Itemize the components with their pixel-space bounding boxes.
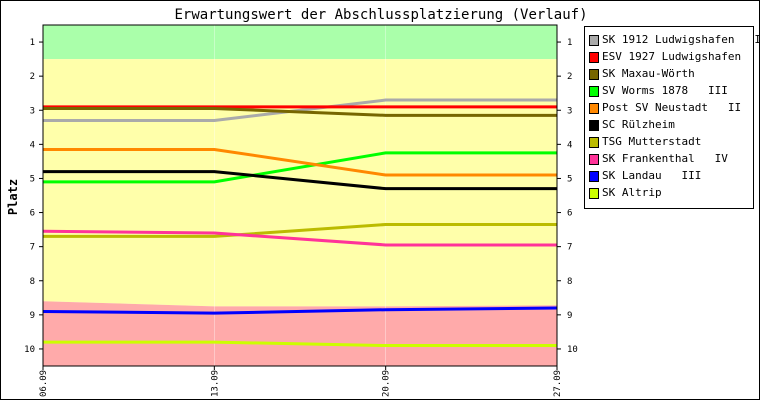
x-tick-label: 27.09 xyxy=(553,370,563,397)
legend-label: SK Altrip xyxy=(602,186,662,199)
legend-label: SK Landau III xyxy=(602,169,702,182)
y-tick-label-right: 10 xyxy=(567,345,578,355)
legend-item: TSG Mutterstadt xyxy=(589,134,701,150)
series-line-4 xyxy=(43,151,557,184)
legend-item: ESV 1927 Ludwigshafen xyxy=(589,49,741,65)
y-tick-label-left: 1 xyxy=(30,38,35,48)
y-tick-label-left: 5 xyxy=(30,174,35,184)
plot-border xyxy=(42,24,558,367)
y-tick-label-left: 4 xyxy=(30,140,35,150)
series-line-9 xyxy=(42,306,558,315)
series-line-10 xyxy=(43,340,557,348)
series-lines xyxy=(42,98,558,348)
axes xyxy=(39,24,561,370)
y-tick-label-right: 5 xyxy=(567,174,572,184)
y-tick-label-right: 3 xyxy=(567,106,572,116)
legend-item: SC Rülzheim xyxy=(589,117,675,133)
legend-label: SV Worms 1878 III xyxy=(602,84,728,97)
legend-swatch xyxy=(589,119,599,131)
y-tick-label-left: 6 xyxy=(30,209,35,219)
background-zone-3 xyxy=(43,301,557,366)
legend-item: Post SV Neustadt II xyxy=(589,100,741,116)
legend-label: SC Rülzheim xyxy=(602,118,675,131)
y-tick-label-right: 8 xyxy=(567,277,572,287)
tick-labels: 1 1 2 2 3 3 4 4 5 5 6 6 7 7 8 8 9 9 10 10 06.09 13.09 20.09 27.… xyxy=(24,38,578,397)
legend-item: SK Altrip xyxy=(589,185,662,201)
legend-swatch xyxy=(589,170,599,182)
legend-label: SK Frankenthal IV xyxy=(602,152,728,165)
chart-title: Erwartungswert der Abschlussplatzierung … xyxy=(174,7,587,23)
background-zone-1 xyxy=(43,25,557,60)
legend-label: ESV 1927 Ludwigshafen xyxy=(602,50,742,63)
legend: SK 1912 Ludwigshafen II ESV 1927 Ludwigsh… xyxy=(584,26,760,209)
legend-swatch xyxy=(589,51,599,63)
legend-label: TSG Mutterstadt xyxy=(602,135,702,148)
legend-item: SK Landau III xyxy=(589,168,701,184)
y-tick-label-right: 6 xyxy=(567,209,572,219)
legend-swatch xyxy=(589,68,599,80)
series-line-6 xyxy=(43,170,557,191)
x-tick-label: 06.09 xyxy=(39,370,49,397)
y-axis-label: Platz xyxy=(6,179,20,215)
legend-item: SV Worms 1878 III xyxy=(589,83,728,99)
legend-item: SK Maxau-Wörth xyxy=(589,66,695,82)
legend-label: SK 1912 Ludwigshafen II xyxy=(602,33,760,46)
legend-swatch xyxy=(589,85,599,97)
y-tick-label-right: 1 xyxy=(567,38,572,48)
y-tick-label-right: 7 xyxy=(567,243,572,253)
x-tick-label: 20.09 xyxy=(382,370,392,397)
y-tick-label-left: 7 xyxy=(30,243,35,253)
y-tick-label-right: 4 xyxy=(567,140,572,150)
legend-swatch xyxy=(589,187,599,199)
legend-item: SK Frankenthal IV xyxy=(589,151,728,167)
y-tick-label-right: 9 xyxy=(567,311,572,321)
y-tick-label-left: 10 xyxy=(24,345,35,355)
series-line-3 xyxy=(43,107,557,117)
legend-label: SK Maxau-Wörth xyxy=(602,67,695,80)
series-line-5 xyxy=(43,147,557,177)
series-line-1 xyxy=(43,98,557,122)
y-tick-label-left: 9 xyxy=(30,311,35,321)
legend-swatch xyxy=(589,34,599,46)
y-tick-label-left: 8 xyxy=(30,277,35,287)
series-line-8 xyxy=(42,229,557,247)
series-line-7 xyxy=(43,222,557,238)
y-tick-label-right: 2 xyxy=(567,72,572,82)
y-tick-label-left: 2 xyxy=(30,72,35,82)
legend-swatch xyxy=(589,102,599,114)
legend-label: Post SV Neustadt II xyxy=(602,101,742,114)
y-tick-label-left: 3 xyxy=(30,106,35,116)
background-zones xyxy=(43,25,557,366)
legend-item: SK 1912 Ludwigshafen II xyxy=(589,32,760,48)
legend-swatch xyxy=(589,136,599,148)
x-tick-label: 13.09 xyxy=(210,370,220,397)
legend-swatch xyxy=(589,153,599,165)
